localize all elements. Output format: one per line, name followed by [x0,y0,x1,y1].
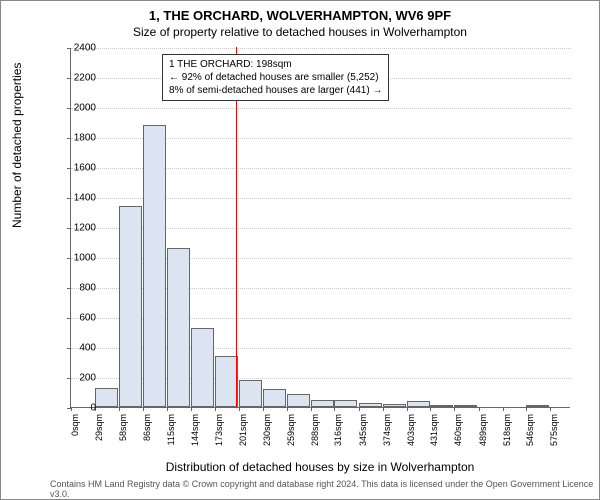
histogram-bar [526,405,549,407]
histogram-bar [191,328,214,408]
x-tick-label: 460sqm [453,414,463,464]
x-tick-mark [359,407,360,411]
histogram-bar [263,389,286,407]
x-tick-label: 403sqm [406,414,416,464]
chart-title-line1: 1, THE ORCHARD, WOLVERHAMPTON, WV6 9PF [0,0,600,23]
y-axis-label: Number of detached properties [10,63,24,228]
x-tick-mark [287,407,288,411]
y-tick-label: 1600 [56,163,96,174]
x-tick-mark [503,407,504,411]
plot-area: 1 THE ORCHARD: 198sqm ← 92% of detached … [70,48,570,408]
y-tick-label: 1800 [56,133,96,144]
x-tick-label: 201sqm [238,414,248,464]
annotation-line3: 8% of semi-detached houses are larger (4… [169,84,382,97]
x-tick-mark [263,407,264,411]
x-tick-mark [334,407,335,411]
y-tick-label: 0 [56,403,96,414]
x-tick-mark [191,407,192,411]
histogram-bar [430,405,453,407]
x-tick-label: 144sqm [190,414,200,464]
x-tick-label: 489sqm [478,414,488,464]
y-tick-label: 2400 [56,43,96,54]
x-tick-label: 115sqm [166,414,176,464]
x-tick-label: 546sqm [525,414,535,464]
x-tick-label: 58sqm [118,414,128,464]
x-tick-label: 374sqm [382,414,392,464]
x-tick-mark [454,407,455,411]
y-tick-label: 200 [56,373,96,384]
histogram-bar [95,388,118,408]
x-tick-mark [383,407,384,411]
y-tick-label: 400 [56,343,96,354]
x-tick-mark [311,407,312,411]
x-tick-label: 316sqm [333,414,343,464]
x-tick-label: 86sqm [142,414,152,464]
y-tick-label: 2000 [56,103,96,114]
annotation-box: 1 THE ORCHARD: 198sqm ← 92% of detached … [162,54,389,101]
x-tick-mark [407,407,408,411]
reference-line [236,47,237,407]
plot-inner [70,48,570,408]
x-tick-mark [550,407,551,411]
histogram-bar [167,248,190,407]
annotation-line2: ← 92% of detached houses are smaller (5,… [169,71,382,84]
footer-text: Contains HM Land Registry data © Crown c… [50,479,600,499]
x-tick-mark [479,407,480,411]
y-tick-label: 800 [56,283,96,294]
histogram-bar [383,404,406,407]
y-tick-label: 1000 [56,253,96,264]
histogram-bar [359,403,382,408]
histogram-bar [334,400,357,408]
histogram-bar [287,394,310,408]
histogram-bar [407,401,430,407]
gridline [71,108,571,109]
histogram-bar [215,356,238,407]
x-tick-label: 259sqm [286,414,296,464]
x-tick-mark [215,407,216,411]
histogram-bar [119,206,142,407]
y-tick-label: 600 [56,313,96,324]
x-tick-label: 230sqm [262,414,272,464]
x-tick-label: 173sqm [214,414,224,464]
x-tick-label: 29sqm [94,414,104,464]
gridline [71,48,571,49]
x-tick-mark [119,407,120,411]
x-tick-mark [430,407,431,411]
x-tick-label: 575sqm [549,414,559,464]
chart-title-line2: Size of property relative to detached ho… [0,23,600,39]
x-tick-mark [239,407,240,411]
histogram-bar [143,125,166,407]
x-tick-mark [143,407,144,411]
x-tick-label: 288sqm [310,414,320,464]
x-tick-mark [167,407,168,411]
x-tick-mark [526,407,527,411]
x-tick-label: 345sqm [358,414,368,464]
histogram-bar [239,380,262,407]
y-tick-label: 1400 [56,193,96,204]
y-tick-label: 2200 [56,73,96,84]
x-tick-label: 0sqm [70,414,80,464]
y-tick-label: 1200 [56,223,96,234]
x-tick-label: 518sqm [502,414,512,464]
annotation-line1: 1 THE ORCHARD: 198sqm [169,58,382,71]
chart-container: 1, THE ORCHARD, WOLVERHAMPTON, WV6 9PF S… [0,0,600,500]
histogram-bar [311,400,334,408]
histogram-bar [454,405,477,407]
x-tick-label: 431sqm [429,414,439,464]
